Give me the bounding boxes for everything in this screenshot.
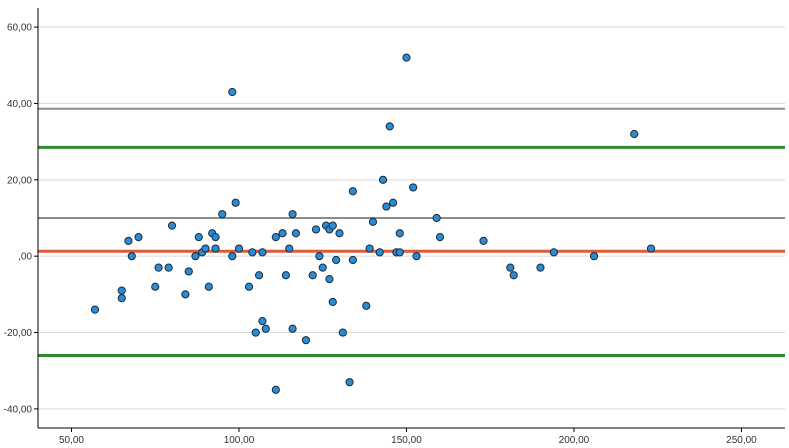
data-point <box>201 244 210 253</box>
data-point <box>271 232 280 242</box>
data-point <box>124 236 133 246</box>
data-point <box>311 225 321 234</box>
data-point <box>395 248 404 257</box>
data-point <box>435 232 445 242</box>
data-point <box>184 267 193 276</box>
data-point <box>412 252 421 261</box>
data-point <box>385 122 394 131</box>
data-point <box>117 286 126 295</box>
data-point <box>630 129 639 139</box>
data-point <box>332 255 341 265</box>
data-point <box>251 328 260 337</box>
data-point <box>291 229 301 238</box>
data-point <box>154 263 163 272</box>
data-point <box>244 282 254 291</box>
data-point <box>231 198 240 207</box>
data-point <box>301 336 311 345</box>
data-point <box>127 252 136 261</box>
data-point <box>167 221 177 230</box>
reference-lines <box>38 107 785 357</box>
data-point <box>228 87 237 97</box>
data-point <box>288 324 297 333</box>
data-point <box>338 328 347 337</box>
data-point <box>506 263 515 272</box>
y-tick-label: ,00 <box>18 252 32 263</box>
data-point <box>254 271 264 280</box>
data-point <box>234 244 244 253</box>
data-point <box>432 213 441 223</box>
data-point <box>402 53 411 62</box>
data-point <box>191 252 200 261</box>
data-point <box>204 282 213 291</box>
data-point <box>164 263 173 272</box>
data-point <box>271 385 280 394</box>
data-point <box>479 236 488 246</box>
y-tick-label: 20,00 <box>7 175 32 186</box>
data-point <box>382 202 391 211</box>
data-point <box>90 305 100 314</box>
y-tick-label: 40,00 <box>7 99 32 110</box>
data-point <box>281 271 290 280</box>
y-tick-label: -40,00 <box>4 404 33 415</box>
x-tick-label: 150,00 <box>391 435 422 446</box>
data-point <box>228 252 237 261</box>
data-point <box>315 252 324 261</box>
y-gridlines <box>38 26 785 410</box>
data-point <box>258 248 267 257</box>
data-point <box>409 183 418 192</box>
data-point <box>288 210 297 219</box>
data-point <box>365 244 374 253</box>
y-tick-label: 60,00 <box>7 23 32 34</box>
data-point <box>395 229 404 238</box>
data-point <box>348 187 357 196</box>
data-point <box>218 210 227 219</box>
data-point <box>278 229 287 238</box>
data-point <box>211 232 220 242</box>
data-point <box>375 248 384 257</box>
data-point <box>536 263 545 272</box>
data-point <box>335 229 344 238</box>
data-point <box>211 244 220 253</box>
data-point <box>348 255 357 265</box>
data-points <box>90 53 656 394</box>
tick-labels: -40,00 -20,00 ,00 20,00 40,00 60,00 50,00 100,0… <box>4 23 758 446</box>
data-point <box>328 221 337 230</box>
data-point <box>151 282 160 291</box>
x-tick-label: 200,00 <box>559 435 590 446</box>
data-point <box>258 316 267 326</box>
x-tick-label: 50,00 <box>59 435 84 446</box>
data-point <box>117 294 126 303</box>
data-point <box>285 244 294 253</box>
data-point <box>181 290 190 299</box>
data-point <box>549 248 558 257</box>
x-tick-label: 250,00 <box>726 435 757 446</box>
data-point <box>261 324 270 333</box>
data-point <box>328 297 337 307</box>
data-point <box>325 274 334 284</box>
data-point <box>509 271 518 280</box>
data-point <box>318 263 327 272</box>
data-point <box>194 232 203 242</box>
x-tick-label: 100,00 <box>224 435 255 446</box>
data-point <box>589 252 599 261</box>
data-point <box>362 301 371 310</box>
data-point <box>345 378 354 387</box>
y-tick-label: -20,00 <box>4 328 33 339</box>
data-point <box>378 175 388 184</box>
data-point <box>646 244 656 253</box>
data-point <box>134 232 143 242</box>
data-point <box>248 248 257 257</box>
axes <box>37 8 785 429</box>
data-point <box>308 271 317 280</box>
data-point <box>388 198 398 207</box>
data-point <box>368 217 378 226</box>
